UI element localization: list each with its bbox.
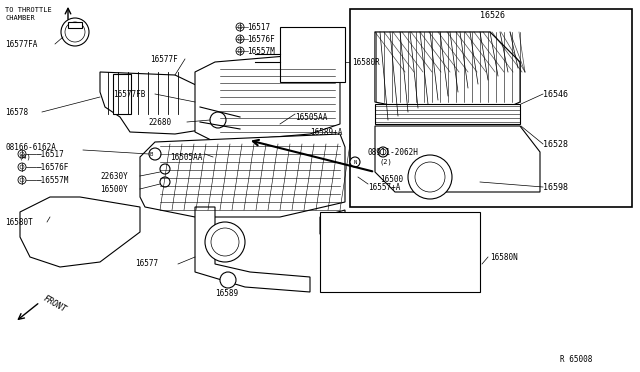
Text: 16598: 16598 — [543, 183, 568, 192]
Text: 16500: 16500 — [380, 174, 403, 183]
Circle shape — [20, 165, 24, 169]
Polygon shape — [320, 210, 480, 292]
Text: 08166-6162A: 08166-6162A — [5, 142, 56, 151]
Text: 16505AA: 16505AA — [295, 112, 328, 122]
Text: 16557M: 16557M — [247, 46, 275, 55]
Text: 16546: 16546 — [543, 90, 568, 99]
Text: ─16557M: ─16557M — [36, 176, 68, 185]
Polygon shape — [375, 32, 520, 122]
Text: 16580T: 16580T — [5, 218, 33, 227]
Text: FRONT: FRONT — [42, 294, 68, 314]
Polygon shape — [195, 207, 310, 292]
Polygon shape — [100, 72, 210, 134]
Text: 16589: 16589 — [215, 289, 238, 298]
Polygon shape — [195, 54, 340, 142]
Circle shape — [20, 178, 24, 182]
Text: 22680: 22680 — [148, 118, 171, 126]
Text: 16577: 16577 — [135, 260, 158, 269]
Circle shape — [378, 147, 388, 157]
Text: TO THROTTLE: TO THROTTLE — [5, 7, 52, 13]
Polygon shape — [375, 126, 540, 192]
Circle shape — [160, 164, 170, 174]
Circle shape — [20, 152, 24, 156]
Circle shape — [203, 102, 227, 126]
Circle shape — [236, 23, 244, 31]
Text: 16580R: 16580R — [352, 58, 380, 67]
Circle shape — [408, 155, 452, 199]
Polygon shape — [375, 32, 520, 122]
Text: ─16517: ─16517 — [36, 150, 64, 158]
Text: 16580N: 16580N — [490, 253, 518, 262]
Circle shape — [236, 35, 244, 43]
Circle shape — [238, 37, 242, 41]
Circle shape — [236, 47, 244, 55]
Text: 22630Y: 22630Y — [100, 171, 128, 180]
Bar — [350, 9, 632, 207]
Text: 16517: 16517 — [247, 22, 270, 32]
Circle shape — [18, 150, 26, 158]
Text: B: B — [149, 151, 152, 157]
Text: 16576F: 16576F — [247, 35, 275, 44]
Text: 08911-2062H: 08911-2062H — [368, 148, 419, 157]
Circle shape — [238, 25, 242, 29]
Text: R 65008: R 65008 — [560, 356, 593, 365]
Text: 16589+A: 16589+A — [310, 128, 342, 137]
Bar — [68, 22, 82, 28]
Text: (2): (2) — [380, 159, 393, 165]
Text: 16577FA: 16577FA — [5, 39, 37, 48]
Text: 16528: 16528 — [543, 140, 568, 148]
Text: CHAMBER: CHAMBER — [5, 15, 35, 21]
Circle shape — [220, 272, 236, 288]
Bar — [280, 27, 345, 82]
Circle shape — [211, 228, 239, 256]
Circle shape — [149, 148, 161, 160]
Circle shape — [18, 163, 26, 171]
Text: 16557+A: 16557+A — [368, 183, 401, 192]
Text: N: N — [353, 160, 356, 164]
Polygon shape — [375, 104, 520, 124]
Bar — [113, 74, 131, 114]
Text: 16577F: 16577F — [150, 55, 178, 64]
Text: 16526: 16526 — [480, 10, 505, 19]
Circle shape — [210, 112, 226, 128]
Text: 16578: 16578 — [5, 108, 28, 116]
Circle shape — [350, 157, 360, 167]
Text: 16577FB: 16577FB — [113, 90, 145, 99]
Circle shape — [238, 49, 242, 53]
Bar — [320, 212, 480, 292]
Circle shape — [18, 176, 26, 184]
Polygon shape — [20, 197, 140, 267]
Text: 16505AA: 16505AA — [170, 153, 202, 161]
Circle shape — [380, 149, 386, 155]
Circle shape — [61, 18, 89, 46]
Polygon shape — [375, 32, 520, 122]
Text: ─16576F: ─16576F — [36, 163, 68, 171]
Text: (4): (4) — [18, 154, 31, 160]
Circle shape — [205, 222, 245, 262]
Polygon shape — [140, 134, 345, 217]
Circle shape — [65, 22, 85, 42]
Text: 16500Y: 16500Y — [100, 185, 128, 193]
Circle shape — [415, 162, 445, 192]
Circle shape — [160, 177, 170, 187]
